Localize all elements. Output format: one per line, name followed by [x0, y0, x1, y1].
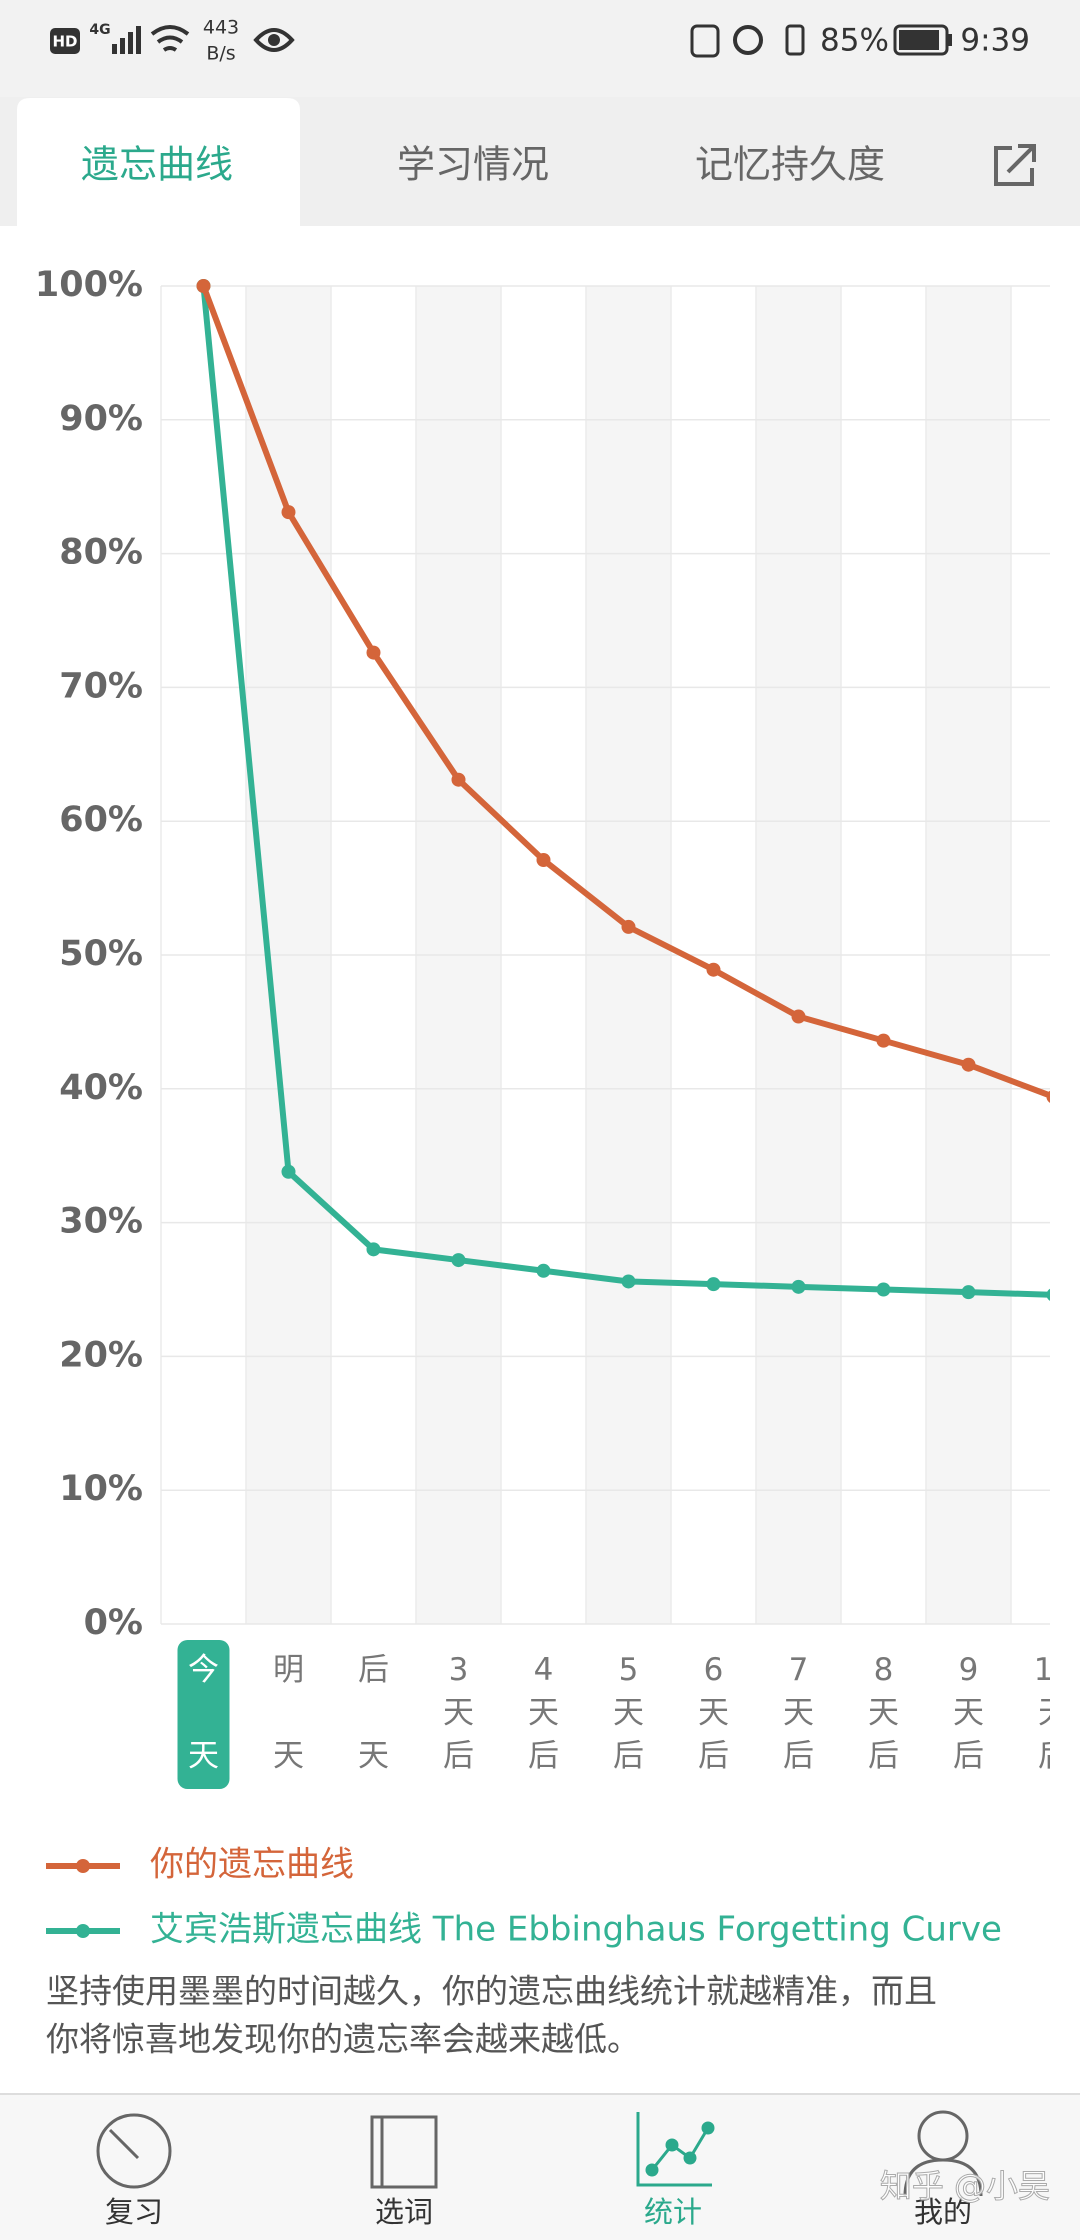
tab[interactable]: 学习情况	[397, 143, 549, 187]
nav-label[interactable]: 选词	[375, 2195, 433, 2229]
data-point	[451, 1253, 466, 1268]
words-icon[interactable]	[370, 2115, 438, 2189]
vibrate-icon	[785, 24, 805, 56]
stats-icon[interactable]	[636, 2112, 715, 2187]
signal-label: 4G	[89, 22, 110, 38]
me-icon[interactable]	[903, 2110, 983, 2197]
x-tick-label: 今天	[188, 1652, 219, 1774]
hd-badge	[50, 28, 80, 54]
battery-level	[899, 30, 939, 50]
data-point	[621, 919, 636, 934]
x-tick-label: 3 天后	[443, 1652, 474, 1774]
data-point	[536, 853, 551, 868]
network-label: HD	[52, 33, 77, 51]
data-point	[961, 1285, 976, 1300]
x-tick-label: 4 天后	[528, 1652, 559, 1774]
y-tick-label: 10%	[59, 1469, 143, 1509]
data-point	[621, 1274, 636, 1289]
data-point	[1046, 1090, 1050, 1103]
signal-icon	[112, 26, 141, 54]
y-tick-label: 80%	[59, 533, 143, 573]
x-tick-label: 明天	[273, 1652, 304, 1774]
x-tick-label: 8 天后	[868, 1652, 899, 1774]
y-tick-label: 90%	[59, 399, 143, 439]
description: 坚持使用墨墨的时间越久，你的遗忘曲线统计就越精准，而且	[46, 1972, 937, 2011]
y-tick-label: 40%	[59, 1068, 143, 1108]
battery-tip	[948, 34, 952, 46]
x-tick-label: 后天	[358, 1652, 389, 1774]
review-icon[interactable]	[96, 2113, 172, 2189]
data-point	[706, 962, 721, 977]
nav-label[interactable]: 复习	[105, 2195, 163, 2229]
data-point	[791, 1009, 806, 1024]
y-tick-label: 50%	[59, 934, 143, 974]
today-highlight	[177, 1640, 230, 1789]
legend-dot	[76, 1924, 90, 1938]
nfc-icon	[690, 24, 720, 58]
watermark: 知乎 @小吴	[880, 2167, 1050, 2205]
x-tick-label: 6 天后	[698, 1652, 729, 1774]
y-tick-label: 20%	[59, 1335, 143, 1375]
y-tick-label: 0%	[84, 1603, 143, 1643]
legend-label: 艾宾浩斯遗忘曲线 The Ebbinghaus Forgetting Curve	[150, 1910, 1002, 1950]
x-tick-label: 9 天后	[953, 1652, 984, 1774]
data-point	[366, 1242, 381, 1257]
data-point	[1046, 1288, 1050, 1301]
battery-icon	[893, 24, 949, 56]
eye-icon	[253, 28, 295, 52]
nav-label[interactable]: 我的	[914, 2195, 972, 2229]
legend-label: 你的遗忘曲线	[150, 1845, 354, 1885]
legend-dot	[76, 1859, 90, 1873]
x-tick-label: 5 天后	[613, 1652, 644, 1774]
clock: 9:39	[960, 23, 1030, 59]
y-tick-label: 60%	[59, 800, 143, 840]
battery-percent: 85%	[820, 23, 889, 59]
data-point	[706, 1277, 721, 1292]
data-point	[791, 1279, 806, 1294]
data-point	[876, 1282, 891, 1297]
tab[interactable]: 遗忘曲线	[81, 143, 233, 187]
data-point	[876, 1033, 891, 1048]
data-point	[451, 772, 466, 787]
data-point	[281, 1164, 296, 1179]
x-tick-label: 10 天后	[1034, 1652, 1073, 1774]
active-tab[interactable]	[17, 98, 300, 226]
data-point	[196, 279, 211, 293]
speed-unit: B/s	[206, 43, 235, 65]
share-button[interactable]	[994, 144, 1036, 186]
data-point	[281, 505, 296, 520]
x-tick-label: 7 天后	[783, 1652, 814, 1774]
data-point	[536, 1263, 551, 1278]
tab[interactable]: 记忆持久度	[695, 143, 885, 187]
data-point	[366, 645, 381, 660]
description: 你将惊喜地发现你的遗忘率会越来越低。	[46, 2020, 640, 2059]
y-axis: 0% 10% 20% 30% 40% 50% 60% 70% 80% 90% 100%	[35, 265, 143, 1643]
y-tick-label: 30%	[59, 1202, 143, 1242]
speed-label: 443	[203, 17, 239, 39]
nav-label[interactable]: 统计	[644, 2195, 702, 2229]
y-tick-label: 70%	[59, 666, 143, 706]
bottom-nav	[0, 2094, 1080, 2240]
data-point	[961, 1057, 976, 1072]
y-tick-label: 100%	[35, 265, 143, 305]
wifi-icon	[150, 25, 190, 52]
alarm-icon	[733, 25, 763, 55]
